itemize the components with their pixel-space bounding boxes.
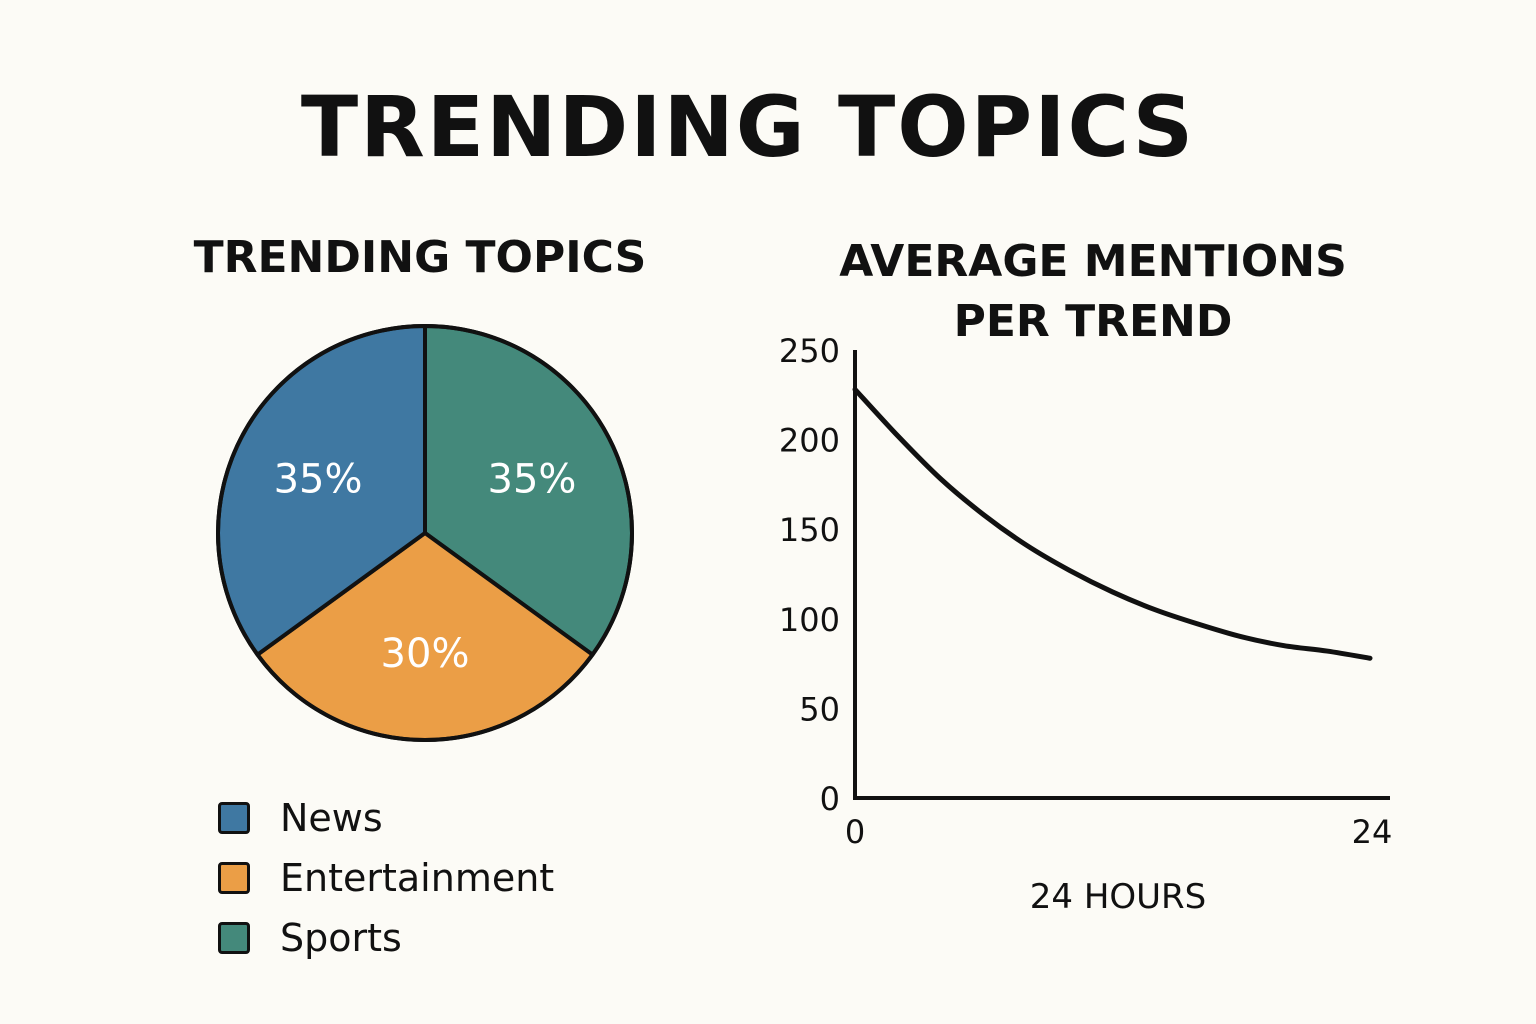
- legend-item-sports: Sports: [218, 908, 554, 968]
- legend-label-sports: Sports: [280, 916, 402, 960]
- legend-item-entertainment: Entertainment: [218, 848, 554, 908]
- x-axis-label: 24 HOURS: [1030, 877, 1207, 917]
- y-tick-label: 50: [799, 690, 840, 728]
- pie-label-news: 35%: [274, 456, 363, 502]
- y-tick-label: 0: [820, 780, 840, 818]
- series-line-mentions: [852, 386, 1373, 661]
- pie-label-sports: 35%: [488, 456, 577, 502]
- legend-swatch-entertainment: [218, 862, 250, 894]
- y-tick-label: 150: [779, 511, 840, 549]
- legend-swatch-sports: [218, 922, 250, 954]
- line-chart-title: AVERAGE MENTIONS PER TREND: [793, 232, 1393, 352]
- legend-label-entertainment: Entertainment: [280, 856, 555, 900]
- line-chart-title-line-2: PER TREND: [953, 296, 1233, 347]
- y-tick-label: 250: [779, 332, 840, 370]
- legend-swatch-news: [218, 802, 250, 834]
- pie-label-entertainment: 30%: [381, 631, 470, 677]
- line-chart-title-line-1: AVERAGE MENTIONS: [839, 236, 1347, 287]
- legend-label-news: News: [280, 796, 383, 840]
- pie-legend: News Entertainment Sports: [218, 788, 554, 968]
- pie-outline: [216, 324, 634, 742]
- pie-chart-title: TRENDING TOPICS: [193, 232, 647, 283]
- x-tick-label: 24: [1352, 813, 1393, 851]
- y-tick-label: 100: [779, 601, 840, 639]
- page-title: TRENDING TOPICS: [300, 78, 1196, 176]
- legend-item-news: News: [218, 788, 554, 848]
- y-tick-label: 200: [779, 422, 840, 460]
- x-tick-label: 0: [845, 813, 865, 851]
